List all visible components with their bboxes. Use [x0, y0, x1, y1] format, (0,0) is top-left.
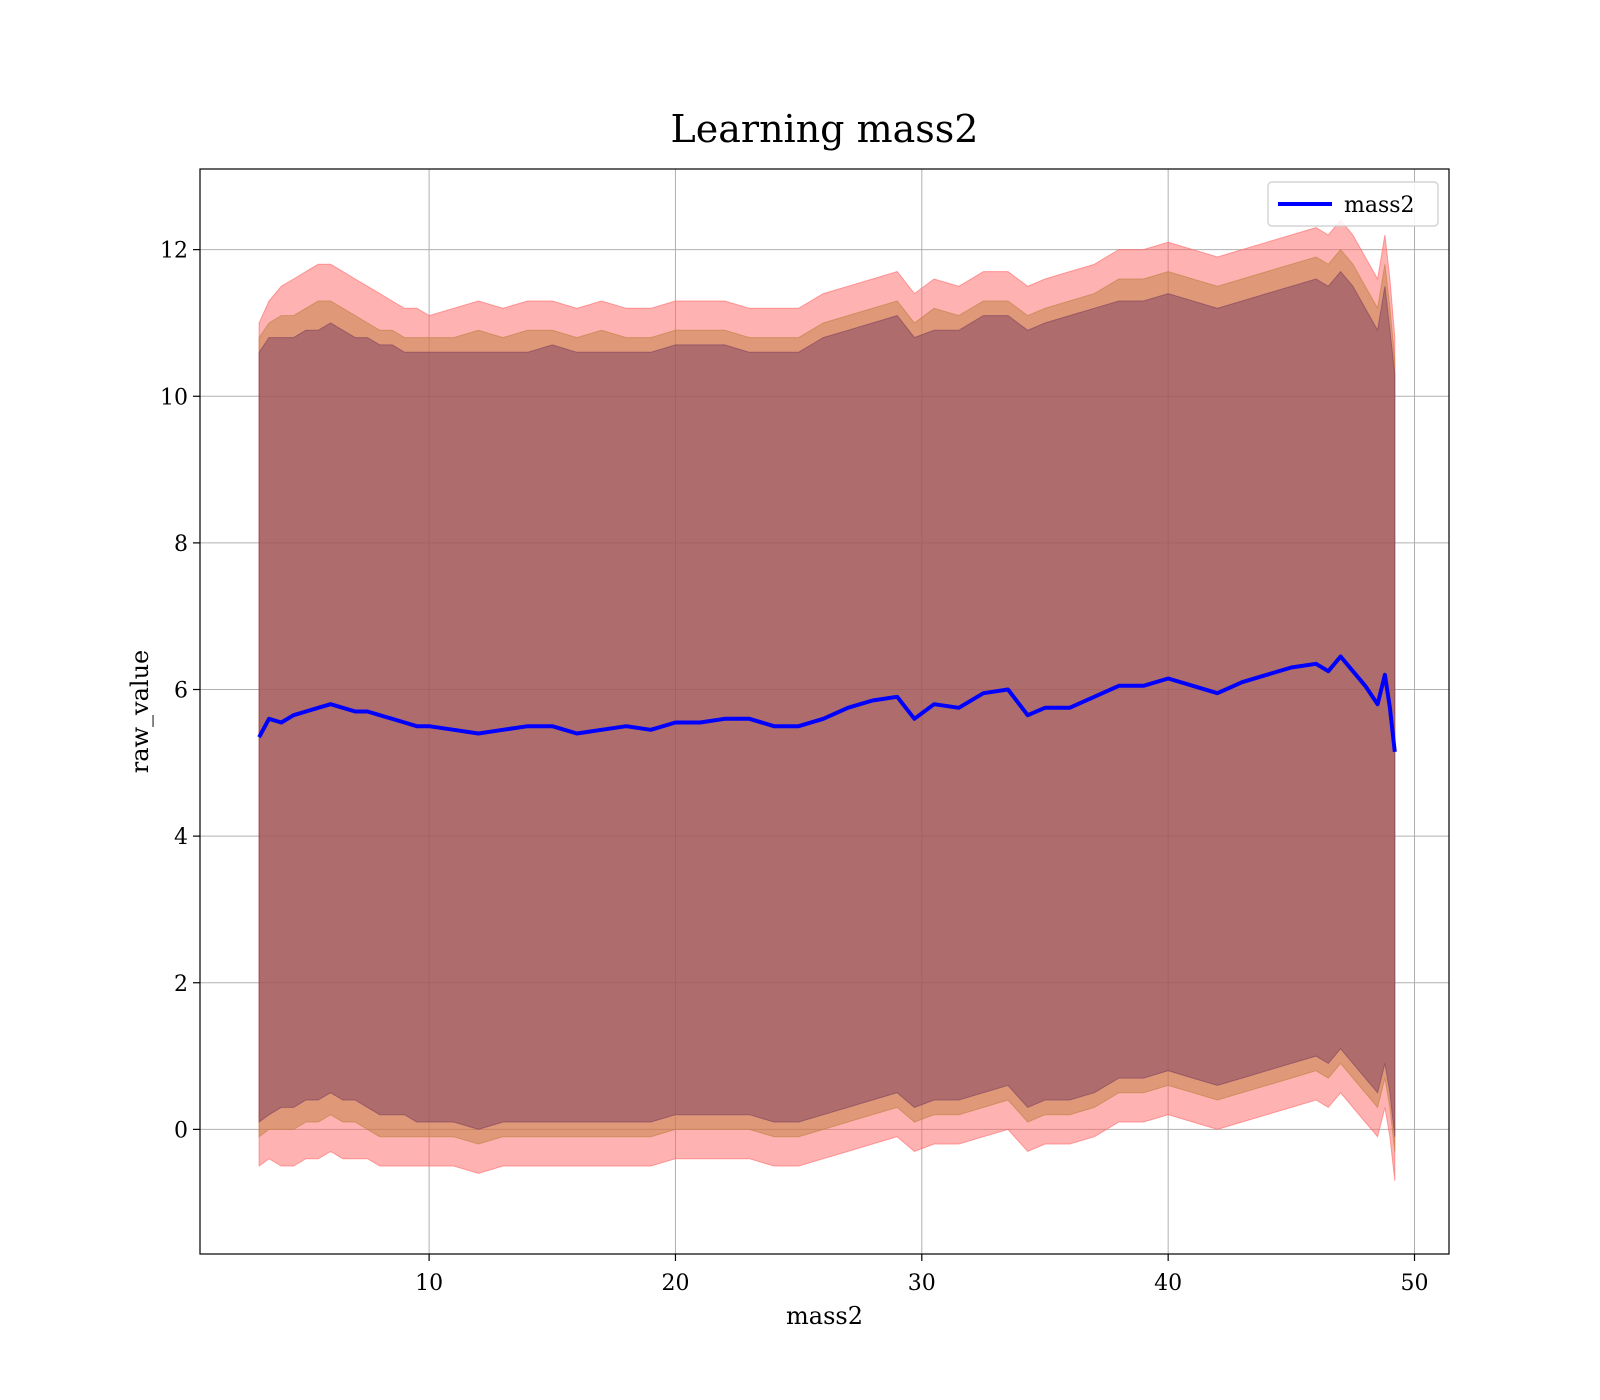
chart-title: Learning mass2 — [671, 107, 979, 151]
y-axis-ticks: 0 2 4 6 8 10 12 — [160, 239, 200, 1143]
y-tick-label: 0 — [174, 1118, 188, 1143]
x-tick-label: 30 — [908, 1271, 936, 1296]
y-axis-label: raw_value — [126, 650, 154, 774]
x-tick-label: 20 — [661, 1271, 689, 1296]
x-tick-label: 50 — [1401, 1271, 1429, 1296]
x-axis-label: mass2 — [786, 1302, 863, 1330]
y-tick-label: 4 — [174, 825, 188, 850]
legend: mass2 — [1267, 181, 1439, 227]
confidence-bands — [258, 219, 1396, 1181]
y-tick-label: 6 — [174, 679, 188, 704]
plot-frame — [199, 168, 1450, 1255]
x-axis-ticks: 10 20 30 40 50 — [415, 1254, 1429, 1296]
legend-box — [1267, 181, 1439, 227]
legend-label: mass2 — [1344, 193, 1415, 218]
band-inner — [258, 270, 1396, 1137]
y-tick-label: 8 — [174, 532, 188, 557]
series-lines — [257, 654, 1397, 753]
series-line-mass2 — [257, 654, 1397, 753]
y-tick-label: 2 — [174, 972, 188, 997]
y-tick-label: 10 — [160, 385, 188, 410]
x-tick-label: 40 — [1154, 1271, 1182, 1296]
y-tick-label: 12 — [160, 239, 188, 264]
x-tick-label: 10 — [415, 1271, 443, 1296]
